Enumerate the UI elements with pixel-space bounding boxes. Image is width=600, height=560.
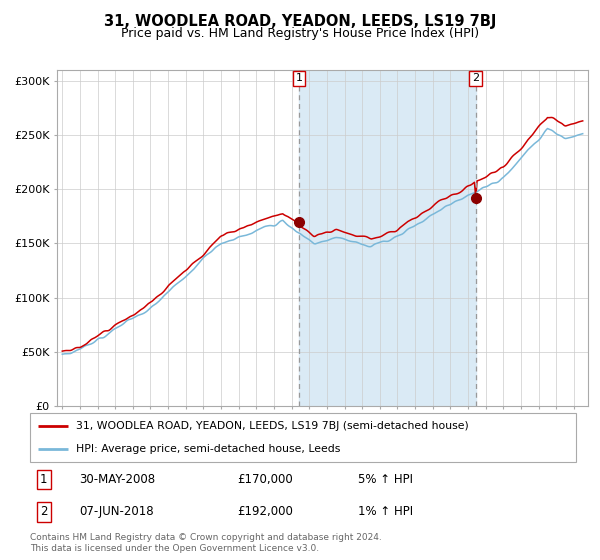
Text: 1: 1	[296, 73, 302, 83]
Text: Price paid vs. HM Land Registry's House Price Index (HPI): Price paid vs. HM Land Registry's House …	[121, 27, 479, 40]
Text: 1% ↑ HPI: 1% ↑ HPI	[358, 505, 413, 519]
Text: 2: 2	[472, 73, 479, 83]
Text: Contains HM Land Registry data © Crown copyright and database right 2024.
This d: Contains HM Land Registry data © Crown c…	[30, 533, 382, 553]
Bar	[299, 70, 476, 406]
Text: 1: 1	[40, 473, 47, 486]
Text: 30-MAY-2008: 30-MAY-2008	[79, 473, 155, 486]
Text: 2: 2	[40, 505, 47, 519]
Text: 07-JUN-2018: 07-JUN-2018	[79, 505, 154, 519]
Text: 5% ↑ HPI: 5% ↑ HPI	[358, 473, 413, 486]
Text: £170,000: £170,000	[238, 473, 293, 486]
FancyBboxPatch shape	[30, 413, 576, 462]
Text: 31, WOODLEA ROAD, YEADON, LEEDS, LS19 7BJ (semi-detached house): 31, WOODLEA ROAD, YEADON, LEEDS, LS19 7B…	[76, 421, 469, 431]
Text: 31, WOODLEA ROAD, YEADON, LEEDS, LS19 7BJ: 31, WOODLEA ROAD, YEADON, LEEDS, LS19 7B…	[104, 14, 496, 29]
Text: HPI: Average price, semi-detached house, Leeds: HPI: Average price, semi-detached house,…	[76, 444, 341, 454]
Text: £192,000: £192,000	[238, 505, 293, 519]
